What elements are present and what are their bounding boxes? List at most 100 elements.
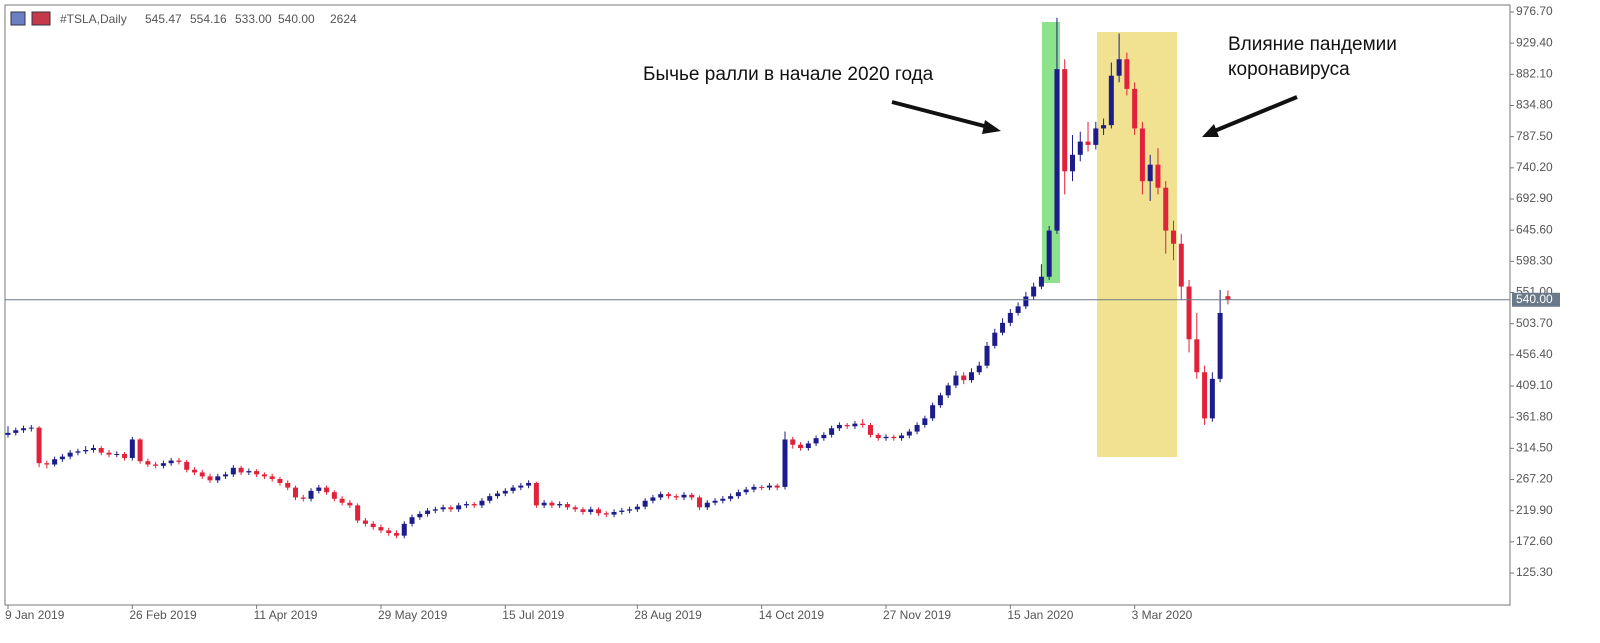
candle-body [230, 467, 236, 475]
candle-body [106, 452, 112, 455]
x-tick-label: 28 Aug 2019 [634, 608, 702, 622]
y-tick-label: 125.30 [1516, 565, 1553, 579]
candle-body [580, 509, 586, 512]
candle-body [122, 453, 128, 458]
volume: 2624 [330, 12, 357, 26]
arrow-head [1202, 124, 1219, 137]
annotation: Влияние пандемии [1228, 34, 1397, 55]
candle-body [300, 497, 306, 499]
toolbar-icon[interactable] [10, 11, 26, 26]
candle-body [1054, 69, 1060, 231]
x-tick-label: 9 Jan 2019 [5, 608, 65, 622]
candle-body [362, 520, 368, 524]
candle-body [899, 435, 905, 439]
candle-body [479, 500, 485, 506]
y-tick-label: 219.90 [1516, 503, 1553, 517]
candle-body [852, 423, 858, 427]
candle-body [867, 424, 873, 435]
y-tick-label: 409.10 [1516, 378, 1553, 392]
candle-body [1194, 339, 1200, 373]
candle-body [945, 385, 951, 396]
candle-body [961, 375, 967, 381]
candle-body [440, 507, 446, 510]
candle-body [238, 467, 244, 473]
candle-body [324, 487, 330, 493]
candle-body [160, 463, 166, 466]
y-tick-label: 361.80 [1516, 409, 1553, 423]
candle-body [90, 448, 96, 451]
candle-body [52, 459, 58, 465]
candle-body [1031, 286, 1037, 297]
candle-body [1007, 312, 1013, 323]
open: 545.47 [145, 12, 182, 26]
candle-body [549, 502, 555, 506]
candle-body [829, 428, 835, 435]
candle-body [1217, 312, 1223, 379]
candle-body [634, 506, 640, 510]
x-tick-label: 3 Mar 2020 [1132, 608, 1193, 622]
y-tick-label: 645.60 [1516, 222, 1553, 236]
candle-body [930, 405, 936, 419]
candle-body [619, 510, 625, 512]
candle-body [191, 469, 197, 473]
toolbar-icon[interactable] [31, 11, 51, 26]
candle-body [21, 428, 27, 431]
candle-body [782, 439, 788, 487]
candle-body [448, 507, 454, 510]
close: 540.00 [278, 12, 315, 26]
candle-body [922, 418, 928, 425]
candle-body [992, 332, 998, 346]
candle-body [611, 511, 617, 515]
candle-body [766, 485, 772, 488]
candle-body [751, 486, 757, 490]
candle-body [860, 423, 866, 425]
candle-body [564, 504, 570, 508]
candle-body [572, 507, 578, 510]
candle-body [1101, 125, 1107, 129]
candle-body [308, 490, 314, 499]
candle-body [844, 424, 850, 427]
candle-body [495, 493, 501, 497]
candle-body [176, 460, 182, 462]
candle-body [665, 494, 671, 497]
candle-body [137, 439, 143, 462]
candle-body [184, 461, 190, 470]
chart-header: #TSLA,Daily 545.47 554.16 533.00 540.00 … [60, 12, 357, 26]
candle-body [906, 431, 912, 436]
candle-body [658, 494, 664, 498]
candle-body [603, 513, 609, 515]
candle-body [650, 497, 656, 501]
candle-body [1015, 306, 1021, 313]
y-tick-label: 172.60 [1516, 534, 1553, 548]
candle-body [261, 474, 267, 477]
candle-body [1023, 296, 1029, 307]
candle-body [821, 434, 827, 439]
candle-body [735, 492, 741, 497]
candle-body [463, 504, 469, 506]
candle-body [386, 530, 392, 534]
candle-body [968, 372, 974, 381]
candle-body [153, 464, 159, 466]
candle-body [471, 504, 477, 506]
x-tick-label: 14 Oct 2019 [759, 608, 825, 622]
candle-body [1209, 378, 1215, 419]
candle-body [689, 494, 695, 498]
candle-body [378, 527, 384, 531]
y-tick-label: 503.70 [1516, 316, 1553, 330]
candle-body [370, 523, 376, 528]
symbol: #TSLA,Daily [60, 12, 127, 26]
candle-body [1155, 164, 1161, 188]
candle-body [1139, 128, 1145, 182]
candle-body [114, 453, 120, 455]
candle-body [44, 463, 50, 465]
candle-body [246, 471, 252, 473]
candle-body [1038, 276, 1044, 287]
candle-body [83, 450, 89, 452]
candle-body [331, 492, 337, 499]
y-tick-label: 929.40 [1516, 35, 1553, 49]
y-tick-label: 598.30 [1516, 254, 1553, 268]
candle-body [836, 424, 842, 429]
candle-body [759, 486, 765, 488]
candle-body [207, 476, 213, 481]
